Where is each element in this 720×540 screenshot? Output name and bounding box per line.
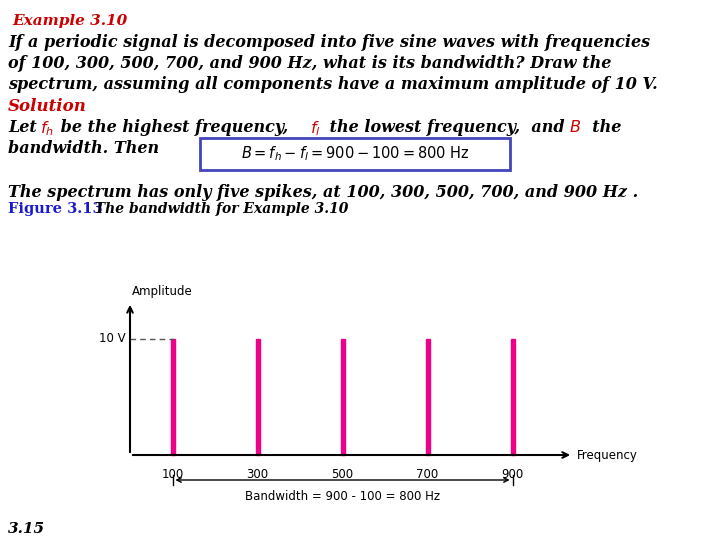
Text: be the highest frequency,: be the highest frequency, — [55, 119, 294, 136]
Text: 900: 900 — [501, 468, 523, 481]
Text: 100: 100 — [161, 468, 184, 481]
Text: spectrum, assuming all components have a maximum amplitude of 10 V.: spectrum, assuming all components have a… — [8, 76, 658, 93]
Text: Let: Let — [8, 119, 42, 136]
Text: $B = f_h - f_l = 900 - 100 = 800\ \mathrm{Hz}$: $B = f_h - f_l = 900 - 100 = 800\ \mathr… — [240, 145, 469, 163]
Bar — [426, 339, 430, 455]
Text: The spectrum has only five spikes, at 100, 300, 500, 700, and 900 Hz .: The spectrum has only five spikes, at 10… — [8, 184, 638, 201]
Text: of 100, 300, 500, 700, and 900 Hz, what is its bandwidth? Draw the: of 100, 300, 500, 700, and 900 Hz, what … — [8, 55, 611, 72]
Text: Amplitude: Amplitude — [132, 285, 193, 298]
Text: 500: 500 — [331, 468, 354, 481]
Text: $\mathit{f_h}$: $\mathit{f_h}$ — [40, 119, 54, 138]
Text: $\mathit{B}$: $\mathit{B}$ — [569, 119, 581, 136]
Text: 700: 700 — [416, 468, 438, 481]
Text: 300: 300 — [246, 468, 269, 481]
Text: the lowest frequency,  and: the lowest frequency, and — [324, 119, 570, 136]
Text: the: the — [581, 119, 621, 136]
Text: Frequency: Frequency — [577, 449, 638, 462]
Text: Example 3.10: Example 3.10 — [12, 14, 127, 28]
Text: Figure 3.13: Figure 3.13 — [8, 202, 103, 216]
Text: bandwidth. Then: bandwidth. Then — [8, 140, 159, 157]
Text: Bandwidth = 900 - 100 = 800 Hz: Bandwidth = 900 - 100 = 800 Hz — [245, 490, 440, 503]
Bar — [256, 339, 259, 455]
Bar — [171, 339, 174, 455]
Bar — [341, 339, 344, 455]
Text: 10 V: 10 V — [99, 333, 126, 346]
Text: 3.15: 3.15 — [8, 522, 45, 536]
Text: $\mathit{f_l}$: $\mathit{f_l}$ — [310, 119, 320, 138]
FancyBboxPatch shape — [200, 138, 510, 170]
Text: The bandwidth for Example 3.10: The bandwidth for Example 3.10 — [85, 202, 348, 216]
Text: Solution: Solution — [8, 98, 87, 115]
Text: If a periodic signal is decomposed into five sine waves with frequencies: If a periodic signal is decomposed into … — [8, 34, 650, 51]
Bar — [510, 339, 515, 455]
